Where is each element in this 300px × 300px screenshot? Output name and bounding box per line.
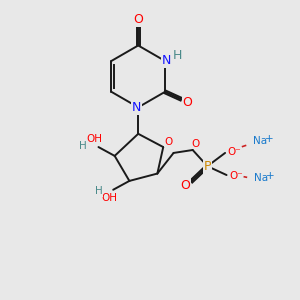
Text: O: O [183,96,193,109]
Text: N: N [132,101,141,114]
Text: +: + [265,134,274,144]
Text: O: O [180,178,190,191]
Text: OH: OH [86,134,102,144]
Text: OH: OH [102,193,118,203]
Text: H: H [79,142,87,152]
Text: Na: Na [253,136,267,146]
Text: O: O [164,137,173,147]
Text: O: O [133,14,143,26]
Text: +: + [266,171,274,181]
Text: H: H [173,49,182,62]
Text: P: P [204,160,211,173]
Text: O⁻: O⁻ [229,171,243,181]
Text: N: N [162,54,171,67]
Text: O: O [191,139,200,148]
Text: O⁻: O⁻ [227,147,241,158]
Text: H: H [94,186,102,196]
Text: Na: Na [254,173,268,183]
